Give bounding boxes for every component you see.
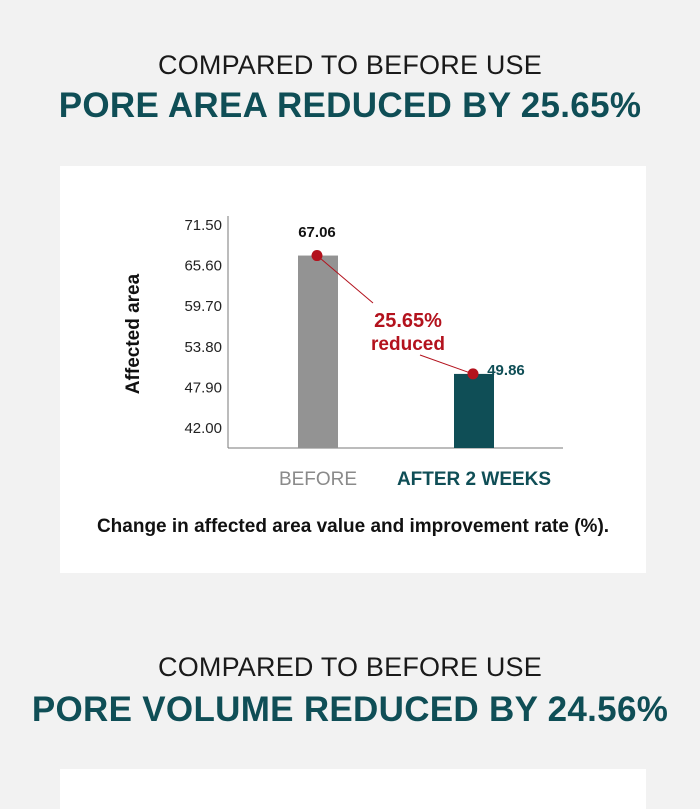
reduction-connector — [316, 255, 374, 304]
data-label-before: 67.06 — [298, 224, 336, 241]
y-axis-label: Affected area — [123, 273, 144, 394]
y-tick-label: 53.80 — [184, 339, 222, 356]
bar-chart: 71.50 65.60 59.70 53.80 47.90 42.00 Affected a… — [123, 216, 563, 490]
section-headline: PORE AREA REDUCED BY 25.65% — [58, 86, 642, 125]
bar-after — [454, 373, 494, 448]
section-kicker: COMPARED TO BEFORE USE — [158, 50, 542, 80]
y-tick-label: 65.60 — [184, 258, 222, 275]
reduction-percent-label: 25.65% — [374, 310, 442, 332]
chart-caption: Change in affected area value and improv… — [96, 516, 610, 537]
chart-card — [60, 769, 646, 809]
data-point-after — [467, 368, 479, 380]
section-headline: PORE VOLUME REDUCED BY 24.56% — [31, 690, 669, 729]
bar-before — [298, 255, 338, 448]
reduction-text-label: reduced — [371, 334, 445, 355]
data-point-before — [311, 250, 323, 262]
x-category-label: BEFORE — [279, 469, 357, 490]
chart-card: 71.50 65.60 59.70 53.80 47.90 42.00 Affected a… — [60, 166, 646, 573]
reduction-connector — [419, 354, 474, 375]
y-tick-label: 59.70 — [184, 298, 222, 315]
section-kicker: COMPARED TO BEFORE USE — [158, 652, 542, 682]
x-category-label: AFTER 2 WEEKS — [397, 469, 551, 490]
data-label-after: 49.86 — [487, 362, 525, 379]
y-tick-label: 47.90 — [184, 379, 222, 396]
y-tick-label: 71.50 — [184, 217, 222, 234]
y-tick-label: 42.00 — [184, 420, 222, 437]
